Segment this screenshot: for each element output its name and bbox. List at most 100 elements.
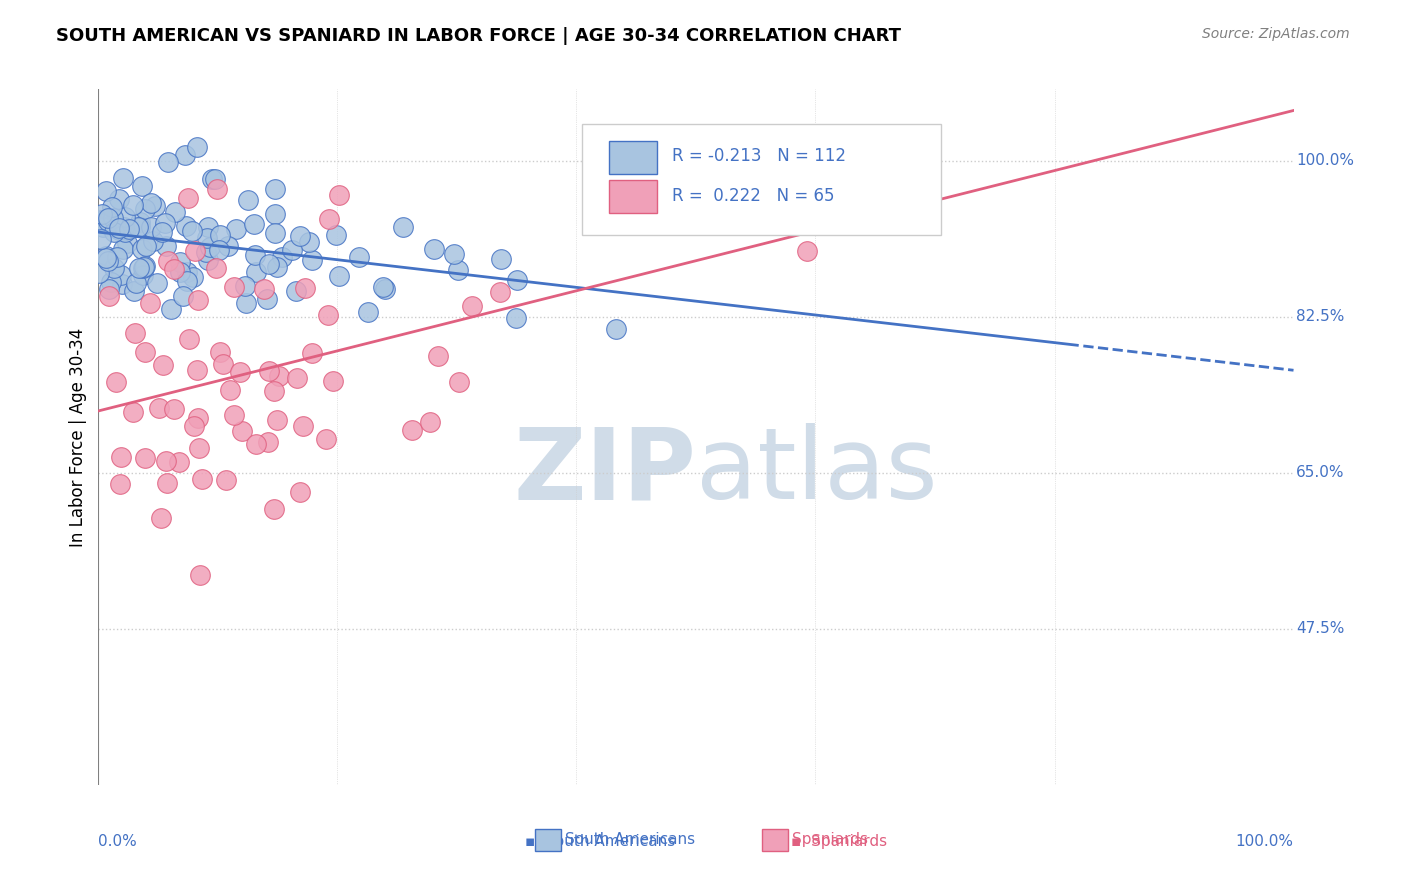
Point [128,215,150,229]
Point [87,266,110,280]
Point [267,368,290,383]
Point [284,284,307,298]
Point [447,262,470,277]
Point [259,257,281,271]
Point [101,211,124,225]
Point [107,192,129,206]
Point [181,224,204,238]
Point [172,289,194,303]
Point [134,345,156,359]
Point [114,225,136,239]
Point [118,221,141,235]
Point [105,219,128,234]
Text: Source: ZipAtlas.com: Source: ZipAtlas.com [1202,27,1350,41]
Point [271,251,294,265]
Point [176,274,198,288]
Text: 47.5%: 47.5% [1296,622,1344,636]
Point [298,235,321,249]
Point [91,207,114,221]
Point [135,239,157,253]
Point [90,213,112,227]
Point [506,273,529,287]
Point [256,292,278,306]
Point [233,279,256,293]
Point [156,155,179,169]
Point [200,240,222,254]
Point [392,219,415,234]
Point [328,187,350,202]
Point [301,253,323,268]
Point [281,243,304,257]
Point [401,423,423,437]
Point [294,280,316,294]
Point [288,484,311,499]
Point [111,242,134,256]
Point [156,475,179,490]
Point [212,357,235,371]
Point [204,172,226,186]
Text: 100.0%: 100.0% [1236,834,1294,848]
Point [846,136,869,150]
Point [122,404,145,418]
Point [176,264,198,278]
Point [181,269,204,284]
Point [141,196,163,211]
Point [146,276,169,290]
Point [263,501,285,516]
Point [491,252,513,267]
Point [194,245,217,260]
Point [186,140,208,154]
Point [125,276,148,290]
Point [292,419,315,434]
Point [132,261,155,276]
Point [110,268,132,282]
Point [245,436,267,450]
Point [91,220,114,235]
Point [160,302,183,317]
Point [256,434,278,449]
Point [316,308,339,322]
Point [157,253,180,268]
Point [505,310,527,325]
Point [115,235,138,250]
Point [253,282,276,296]
Point [186,363,208,377]
Point [155,454,177,468]
Point [163,402,186,417]
Point [422,242,444,256]
Text: SOUTH AMERICAN VS SPANIARD IN LABOR FORCE | AGE 30-34 CORRELATION CHART: SOUTH AMERICAN VS SPANIARD IN LABOR FORC… [56,27,901,45]
Point [134,451,156,466]
Point [605,202,627,216]
Point [205,182,228,196]
Point [134,259,156,273]
Point [263,226,285,240]
Point [264,182,287,196]
Point [235,296,257,310]
Point [301,345,323,359]
Text: atlas: atlas [696,424,938,520]
Point [131,179,153,194]
Point [97,214,120,228]
Point [142,234,165,248]
Point [231,424,253,438]
Point [488,285,510,299]
Point [121,197,143,211]
Point [205,260,228,275]
Point [163,261,186,276]
Point [128,260,150,275]
Point [285,371,308,385]
Point [245,264,267,278]
Point [93,213,115,227]
Point [127,219,149,234]
Point [190,567,212,582]
Text: Spaniards: Spaniards [792,831,868,847]
Point [318,212,340,227]
Point [101,200,124,214]
Point [187,411,209,425]
Point [163,204,186,219]
Point [110,450,132,464]
Point [197,252,219,267]
Point [96,184,118,198]
Point [426,349,449,363]
Point [114,210,136,224]
